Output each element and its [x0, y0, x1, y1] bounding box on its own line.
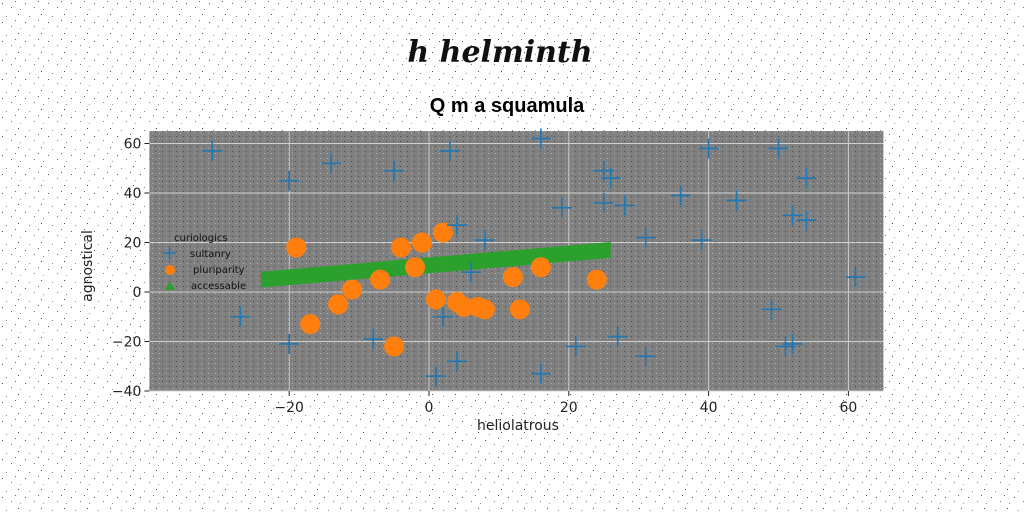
sultanry-point [530, 363, 551, 384]
legend-swatch-pluriparity [165, 265, 175, 275]
sultanry-point [698, 138, 719, 159]
legend-entry-accessable: accessable [165, 281, 246, 292]
x-tick-label: 20 [560, 400, 578, 416]
x-axis-label: heliolatrous [477, 418, 559, 434]
sultanry-point [474, 230, 495, 251]
sultanry-point [230, 306, 251, 327]
pluriparity-point [432, 222, 453, 243]
pluriparity-point [474, 299, 495, 320]
plot-area [149, 131, 884, 391]
sultanry-point [425, 366, 446, 387]
sultanry-point [202, 140, 223, 161]
sultanry-point [565, 336, 586, 357]
axis-ticks: −20 0 20 40 60 −40 −20 0 20 40 60 [112, 137, 857, 417]
sultanry-point [635, 227, 656, 248]
pluriparity-point [384, 336, 405, 357]
pluriparity-point [342, 279, 363, 300]
sultanry-point [614, 195, 635, 216]
pluriparity-point [412, 232, 433, 253]
sultanry-point [530, 128, 551, 149]
y-axis-label: agnostical [80, 230, 96, 302]
y-tick-label: 0 [132, 285, 141, 301]
sultanry-point [321, 153, 342, 174]
pluriparity-point [502, 267, 523, 288]
sultanry-point [439, 140, 460, 161]
sultanry-point [782, 333, 803, 354]
sultanry-point [446, 351, 467, 372]
sultanry-point [768, 138, 789, 159]
sultanry-point [726, 190, 747, 211]
y-tick-label: 40 [124, 186, 142, 202]
sultanry-point [446, 215, 467, 236]
pluriparity-point [370, 269, 391, 290]
sultanry-point [363, 329, 384, 350]
chart-title: Q m a squamula [430, 95, 585, 117]
pluriparity-point [328, 294, 349, 315]
data-marks [202, 128, 866, 387]
pluriparity-point [405, 257, 426, 278]
pluriparity-point [286, 237, 307, 258]
sultanry-point [796, 168, 817, 189]
sultanry-point [593, 192, 614, 213]
sultanry-point [761, 299, 782, 320]
sultanry-point [691, 230, 712, 251]
pluriparity-point [530, 257, 551, 278]
pluriparity-point [586, 269, 607, 290]
sultanry-point [607, 326, 628, 347]
sultanry-point [670, 185, 691, 206]
sultanry-point [845, 267, 866, 288]
sultanry-point [635, 346, 656, 367]
x-tick-label: 0 [425, 400, 434, 416]
legend-swatch-sultanry [163, 246, 176, 260]
sultanry-point [279, 333, 300, 354]
legend-label-pluriparity: pluriparity [193, 265, 245, 276]
legend-label-sultanry: sultanry [190, 249, 231, 260]
x-tick-label: 40 [700, 400, 718, 416]
x-tick-label: 60 [839, 400, 857, 416]
sultanry-point [796, 210, 817, 231]
pluriparity-point [509, 299, 530, 320]
sultanry-point [384, 160, 405, 181]
legend-swatch-accessable [165, 281, 175, 290]
x-tick-label: −20 [274, 400, 304, 416]
legend-title: curiologics [174, 233, 228, 244]
y-tick-label: −20 [112, 335, 142, 351]
pluriparity-point [453, 296, 474, 317]
pluriparity-point [391, 237, 412, 258]
sultanry-point [460, 262, 481, 283]
y-tick-label: −40 [112, 384, 142, 400]
legend-label-accessable: accessable [191, 281, 246, 292]
pluriparity-point [425, 289, 446, 310]
sultanry-point [279, 170, 300, 191]
legend: curiologics sultanry pluriparity accessa… [163, 233, 246, 292]
chart-suptitle: h helminth [407, 35, 592, 70]
legend-entry-pluriparity: pluriparity [165, 265, 245, 276]
sultanry-point [600, 168, 621, 189]
y-tick-label: 20 [124, 236, 142, 252]
sultanry-point [432, 306, 453, 327]
legend-entry-sultanry: sultanry [163, 246, 231, 260]
accessable-band [261, 242, 611, 288]
pluriparity-point [300, 314, 321, 335]
sultanry-point [782, 205, 803, 226]
y-tick-label: 60 [124, 137, 142, 153]
sultanry-point [551, 197, 572, 218]
